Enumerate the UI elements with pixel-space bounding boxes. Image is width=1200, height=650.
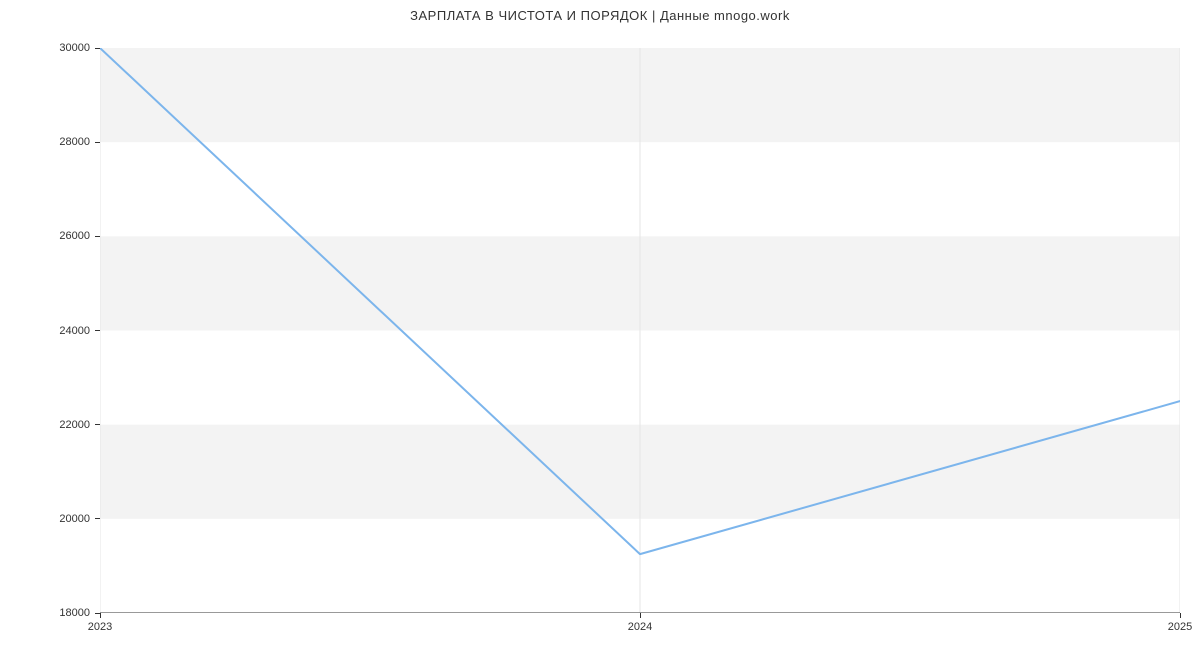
x-tick-mark — [100, 613, 101, 618]
y-tick-mark — [95, 236, 100, 237]
x-tick-mark — [1180, 613, 1181, 618]
y-tick-label: 20000 — [59, 513, 90, 525]
y-tick-mark — [95, 142, 100, 143]
x-tick-label: 2024 — [628, 621, 652, 633]
y-tick-mark — [95, 48, 100, 49]
y-tick-label: 28000 — [59, 136, 90, 148]
chart-container: ЗАРПЛАТА В ЧИСТОТА И ПОРЯДОК | Данные mn… — [0, 0, 1200, 650]
y-tick-label: 24000 — [59, 325, 90, 337]
plot-area: 1800020000220002400026000280003000020232… — [100, 48, 1180, 613]
y-tick-mark — [95, 518, 100, 519]
y-tick-label: 30000 — [59, 42, 90, 54]
y-tick-label: 26000 — [59, 230, 90, 242]
y-tick-mark — [95, 330, 100, 331]
plot-svg — [100, 48, 1180, 613]
y-tick-label: 22000 — [59, 419, 90, 431]
y-tick-mark — [95, 424, 100, 425]
x-tick-label: 2023 — [88, 621, 112, 633]
chart-title: ЗАРПЛАТА В ЧИСТОТА И ПОРЯДОК | Данные mn… — [0, 8, 1200, 23]
x-tick-mark — [640, 613, 641, 618]
x-tick-label: 2025 — [1168, 621, 1192, 633]
y-tick-label: 18000 — [59, 607, 90, 619]
